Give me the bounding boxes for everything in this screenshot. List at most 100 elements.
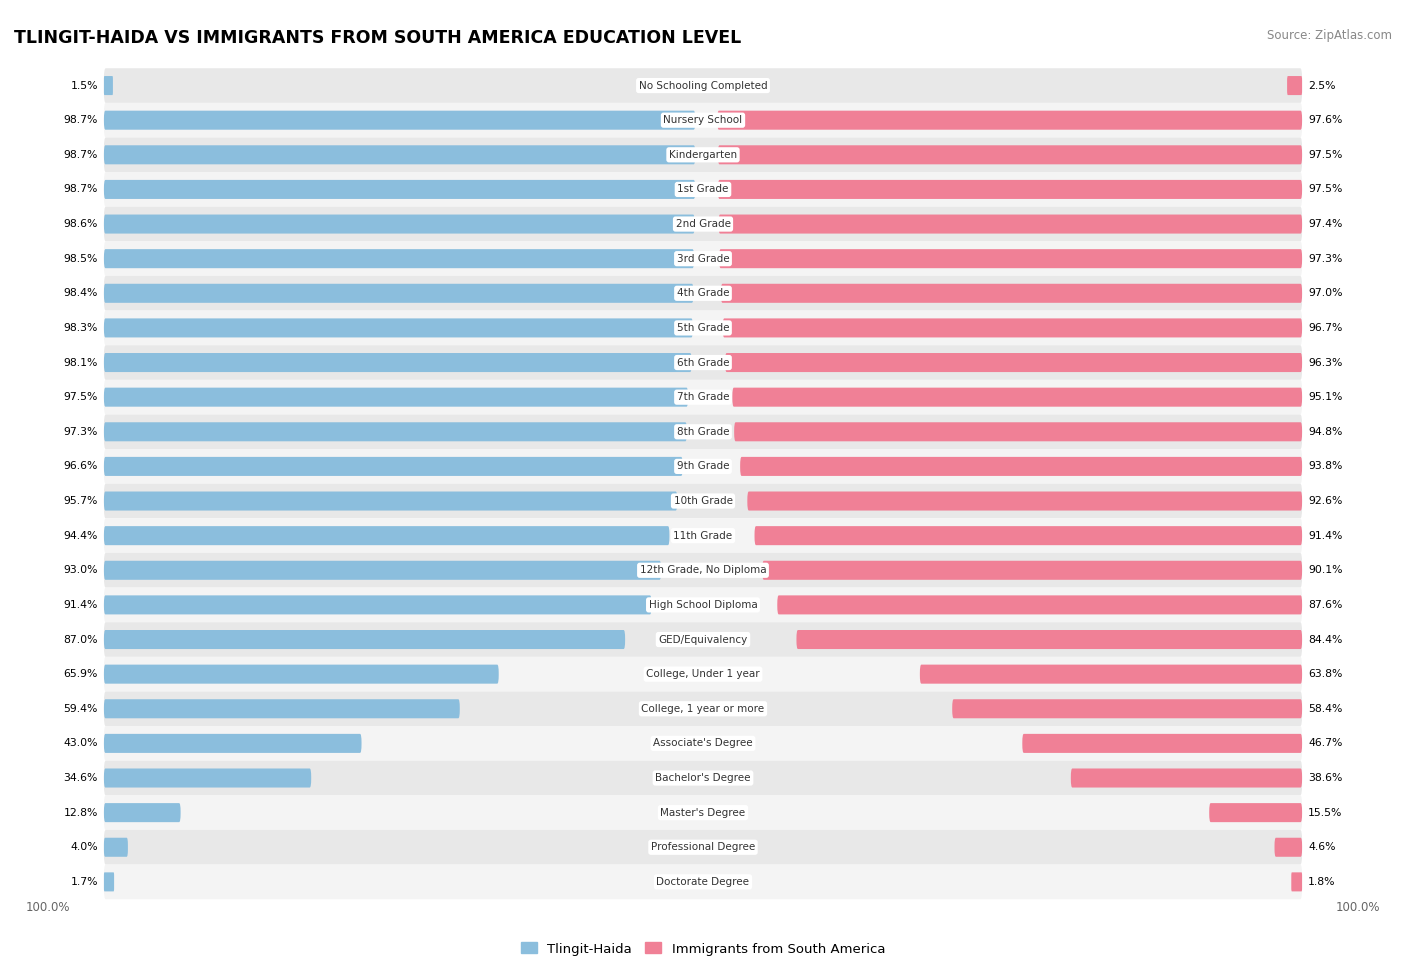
FancyBboxPatch shape xyxy=(104,630,626,649)
Text: 84.4%: 84.4% xyxy=(1308,635,1343,644)
FancyBboxPatch shape xyxy=(796,630,1302,649)
Text: 87.0%: 87.0% xyxy=(63,635,98,644)
Text: 98.7%: 98.7% xyxy=(63,150,98,160)
FancyBboxPatch shape xyxy=(104,830,1302,865)
Text: 10th Grade: 10th Grade xyxy=(673,496,733,506)
Text: Doctorate Degree: Doctorate Degree xyxy=(657,877,749,887)
FancyBboxPatch shape xyxy=(104,214,695,234)
FancyBboxPatch shape xyxy=(104,526,669,545)
FancyBboxPatch shape xyxy=(1291,873,1302,891)
FancyBboxPatch shape xyxy=(104,76,112,96)
Text: Bachelor's Degree: Bachelor's Degree xyxy=(655,773,751,783)
Text: 96.7%: 96.7% xyxy=(1308,323,1343,332)
Text: 97.3%: 97.3% xyxy=(1308,254,1343,263)
FancyBboxPatch shape xyxy=(104,353,692,372)
Text: 43.0%: 43.0% xyxy=(63,738,98,749)
FancyBboxPatch shape xyxy=(104,137,1302,173)
Text: 98.6%: 98.6% xyxy=(63,219,98,229)
Text: 2nd Grade: 2nd Grade xyxy=(675,219,731,229)
FancyBboxPatch shape xyxy=(104,760,1302,796)
Text: 98.4%: 98.4% xyxy=(63,289,98,298)
Text: 9th Grade: 9th Grade xyxy=(676,461,730,471)
Text: 98.1%: 98.1% xyxy=(63,358,98,368)
Text: 95.7%: 95.7% xyxy=(63,496,98,506)
FancyBboxPatch shape xyxy=(104,768,311,788)
FancyBboxPatch shape xyxy=(104,449,1302,484)
Text: 3rd Grade: 3rd Grade xyxy=(676,254,730,263)
Text: 97.5%: 97.5% xyxy=(63,392,98,402)
FancyBboxPatch shape xyxy=(718,214,1302,234)
Text: 93.8%: 93.8% xyxy=(1308,461,1343,471)
FancyBboxPatch shape xyxy=(104,726,1302,760)
FancyBboxPatch shape xyxy=(952,699,1302,719)
Text: TLINGIT-HAIDA VS IMMIGRANTS FROM SOUTH AMERICA EDUCATION LEVEL: TLINGIT-HAIDA VS IMMIGRANTS FROM SOUTH A… xyxy=(14,29,741,47)
Text: 12th Grade, No Diploma: 12th Grade, No Diploma xyxy=(640,566,766,575)
FancyBboxPatch shape xyxy=(104,734,361,753)
FancyBboxPatch shape xyxy=(104,380,1302,414)
Text: 98.7%: 98.7% xyxy=(63,184,98,194)
FancyBboxPatch shape xyxy=(920,665,1302,683)
FancyBboxPatch shape xyxy=(104,388,688,407)
FancyBboxPatch shape xyxy=(104,873,114,891)
Text: 97.5%: 97.5% xyxy=(1308,150,1343,160)
FancyBboxPatch shape xyxy=(104,691,1302,726)
Text: 96.3%: 96.3% xyxy=(1308,358,1343,368)
FancyBboxPatch shape xyxy=(1209,803,1302,822)
Text: 15.5%: 15.5% xyxy=(1308,807,1343,818)
FancyBboxPatch shape xyxy=(104,103,1302,137)
Text: 8th Grade: 8th Grade xyxy=(676,427,730,437)
Text: Professional Degree: Professional Degree xyxy=(651,842,755,852)
FancyBboxPatch shape xyxy=(725,353,1302,372)
FancyBboxPatch shape xyxy=(104,596,651,614)
Text: GED/Equivalency: GED/Equivalency xyxy=(658,635,748,644)
FancyBboxPatch shape xyxy=(1022,734,1302,753)
Text: 11th Grade: 11th Grade xyxy=(673,530,733,541)
FancyBboxPatch shape xyxy=(778,596,1302,614)
Text: 91.4%: 91.4% xyxy=(63,600,98,610)
Text: 87.6%: 87.6% xyxy=(1308,600,1343,610)
Text: 100.0%: 100.0% xyxy=(27,901,70,915)
Legend: Tlingit-Haida, Immigrants from South America: Tlingit-Haida, Immigrants from South Ame… xyxy=(516,937,890,960)
FancyBboxPatch shape xyxy=(104,561,661,580)
FancyBboxPatch shape xyxy=(104,145,695,165)
FancyBboxPatch shape xyxy=(104,553,1302,588)
FancyBboxPatch shape xyxy=(1286,76,1302,96)
Text: 93.0%: 93.0% xyxy=(63,566,98,575)
FancyBboxPatch shape xyxy=(104,242,1302,276)
Text: 96.6%: 96.6% xyxy=(63,461,98,471)
FancyBboxPatch shape xyxy=(104,457,683,476)
Text: 94.8%: 94.8% xyxy=(1308,427,1343,437)
FancyBboxPatch shape xyxy=(104,519,1302,553)
FancyBboxPatch shape xyxy=(748,491,1302,511)
FancyBboxPatch shape xyxy=(104,422,686,442)
FancyBboxPatch shape xyxy=(104,110,695,130)
Text: College, Under 1 year: College, Under 1 year xyxy=(647,669,759,680)
Text: 58.4%: 58.4% xyxy=(1308,704,1343,714)
FancyBboxPatch shape xyxy=(104,484,1302,519)
FancyBboxPatch shape xyxy=(104,865,1302,899)
Text: Master's Degree: Master's Degree xyxy=(661,807,745,818)
FancyBboxPatch shape xyxy=(104,588,1302,622)
FancyBboxPatch shape xyxy=(721,284,1302,303)
FancyBboxPatch shape xyxy=(104,180,695,199)
FancyBboxPatch shape xyxy=(717,110,1302,130)
Text: 97.0%: 97.0% xyxy=(1308,289,1343,298)
FancyBboxPatch shape xyxy=(104,838,128,857)
Text: 98.7%: 98.7% xyxy=(63,115,98,125)
FancyBboxPatch shape xyxy=(104,803,180,822)
Text: 7th Grade: 7th Grade xyxy=(676,392,730,402)
Text: 63.8%: 63.8% xyxy=(1308,669,1343,680)
Text: High School Diploma: High School Diploma xyxy=(648,600,758,610)
Text: 98.5%: 98.5% xyxy=(63,254,98,263)
FancyBboxPatch shape xyxy=(104,311,1302,345)
FancyBboxPatch shape xyxy=(1071,768,1302,788)
Text: 100.0%: 100.0% xyxy=(1336,901,1379,915)
FancyBboxPatch shape xyxy=(104,796,1302,830)
Text: 4.0%: 4.0% xyxy=(70,842,98,852)
FancyBboxPatch shape xyxy=(104,284,693,303)
FancyBboxPatch shape xyxy=(104,207,1302,242)
FancyBboxPatch shape xyxy=(104,173,1302,207)
FancyBboxPatch shape xyxy=(723,319,1302,337)
FancyBboxPatch shape xyxy=(718,145,1302,165)
Text: 6th Grade: 6th Grade xyxy=(676,358,730,368)
